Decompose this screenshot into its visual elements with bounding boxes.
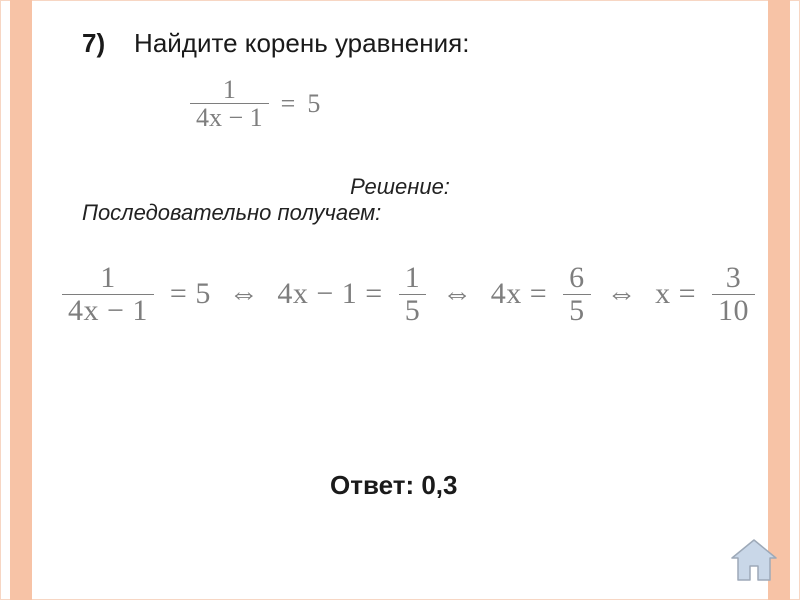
step2-lhs: 4x − 1 = xyxy=(275,277,384,311)
slide-frame: 7) Найдите корень уравнения: 1 4x − 1 = … xyxy=(0,0,800,600)
right-accent-band xyxy=(768,0,790,600)
problem-number: 7) xyxy=(82,28,105,58)
derivation-chain: 1 4x − 1 = 5 ⇔ 4x − 1 = 1 5 ⇔ 4x = 6 5 ⇔… xyxy=(62,262,755,326)
step4-fraction: 3 10 xyxy=(712,262,755,326)
denominator: 4x − 1 xyxy=(190,103,269,131)
answer-label: Ответ: 0,3 xyxy=(330,470,457,501)
step3-fraction: 6 5 xyxy=(563,262,591,326)
step3-den: 5 xyxy=(563,294,591,327)
rhs: 5 xyxy=(307,89,320,119)
solution-heading: Решение: xyxy=(40,174,760,200)
step4-num: 3 xyxy=(720,262,748,294)
step1-num: 1 xyxy=(94,262,122,294)
solution-subheading: Последовательно получаем: xyxy=(82,200,381,226)
step2-num: 1 xyxy=(399,262,427,294)
numerator: 1 xyxy=(217,76,242,103)
iff3: ⇔ xyxy=(605,277,640,311)
step4-den: 10 xyxy=(712,294,755,327)
iff1: ⇔ xyxy=(227,277,262,311)
home-icon xyxy=(726,536,782,586)
problem-equation: 1 4x − 1 = 5 xyxy=(190,76,320,132)
iff2: ⇔ xyxy=(440,277,475,311)
left-accent-band xyxy=(10,0,32,600)
home-button[interactable] xyxy=(726,536,782,586)
equals-sign: = xyxy=(281,89,296,119)
step1-fraction: 1 4x − 1 xyxy=(62,262,154,326)
content-area: 7) Найдите корень уравнения: 1 4x − 1 = … xyxy=(40,0,760,600)
step3-num: 6 xyxy=(563,262,591,294)
step1-eq: = 5 xyxy=(168,277,213,311)
step1-den: 4x − 1 xyxy=(62,294,154,327)
step2-fraction: 1 5 xyxy=(399,262,427,326)
step2-den: 5 xyxy=(399,294,427,327)
fraction: 1 4x − 1 xyxy=(190,76,269,132)
problem-title: 7) Найдите корень уравнения: xyxy=(82,28,469,59)
problem-prompt: Найдите корень уравнения: xyxy=(134,28,469,58)
step3-lhs: 4x = xyxy=(489,277,549,311)
step4-lhs: x = xyxy=(653,277,698,311)
